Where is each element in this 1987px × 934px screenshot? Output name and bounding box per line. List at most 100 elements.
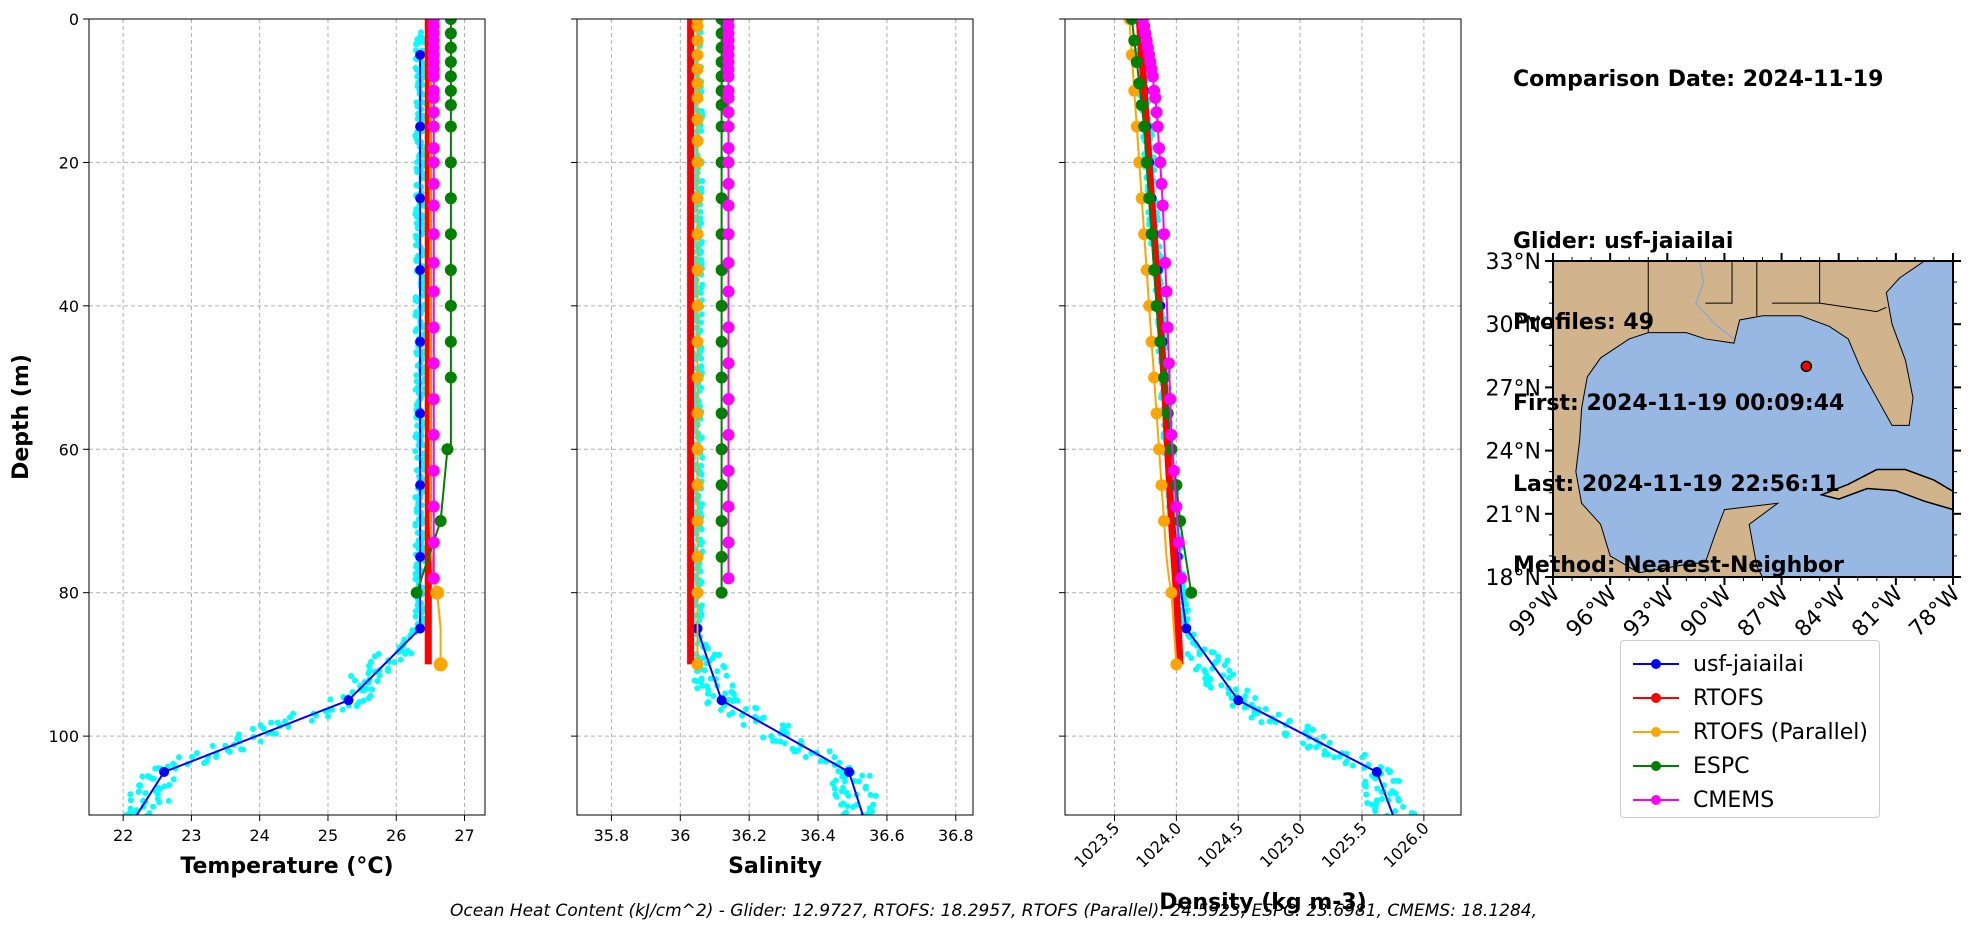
legend-espc-swatch <box>1633 761 1679 771</box>
legend-rtofs-parallel-swatch <box>1633 727 1679 737</box>
glider-sample-point <box>723 672 730 679</box>
x-tick-label: 36.6 <box>869 826 905 845</box>
legend-label-rtofs: RTOFS <box>1693 685 1764 711</box>
glider-sample-point <box>374 677 381 684</box>
series-marker <box>1125 19 1138 25</box>
series-cmems <box>722 19 735 585</box>
first-time: First: 2024-11-19 00:09:44 <box>1513 391 1845 416</box>
x-tick-label: 26 <box>386 826 406 845</box>
glider-sample-point <box>729 698 736 705</box>
glider-sample-point <box>397 656 404 663</box>
glider-sample-point <box>413 378 420 385</box>
series-marker <box>722 357 735 370</box>
glider-sample-point <box>705 690 712 697</box>
glider-sample-point <box>1196 651 1203 658</box>
glider-sample-point <box>760 734 767 741</box>
x-tick-label: 36.4 <box>800 826 836 845</box>
glider-sample-point <box>1283 730 1290 737</box>
series-marker <box>1174 514 1187 527</box>
glider-sample-point <box>356 699 363 706</box>
x-tick-label: 22 <box>113 826 133 845</box>
series-marker <box>1146 70 1159 83</box>
glider-sample-point <box>699 454 706 461</box>
glider-sample-point <box>1228 695 1235 702</box>
y-tick-label: 20 <box>59 153 79 172</box>
series-marker <box>427 199 440 212</box>
glider-sample-point <box>365 670 372 677</box>
series-marker <box>691 228 704 241</box>
glider-sample-point <box>286 714 293 721</box>
glider-sample-point <box>726 711 733 718</box>
series-marker <box>1170 479 1183 492</box>
glider-sample-point <box>327 696 334 703</box>
lat-label: 24°N <box>1486 440 1541 465</box>
glider-sample-point <box>743 706 750 713</box>
legend-glider-swatch <box>1633 659 1679 669</box>
glider-sample-point <box>1325 751 1332 758</box>
glider-name: Glider: usf-jaiailai <box>1513 229 1734 254</box>
series-marker <box>444 99 457 112</box>
glider-sample-point <box>127 808 134 815</box>
glider-sample-point <box>698 248 705 255</box>
glider-sample-point <box>412 433 419 440</box>
series-marker <box>1148 263 1161 276</box>
glider-sample-point <box>831 754 838 761</box>
glider-sample-point <box>282 718 289 725</box>
profile-count: Profiles: 49 <box>1513 310 1655 335</box>
series-marker <box>343 695 354 706</box>
x-tick-label: 36.2 <box>731 826 767 845</box>
series-marker <box>1151 120 1164 133</box>
series-marker <box>691 263 704 276</box>
series-marker <box>444 299 457 312</box>
glider-profile-scatter <box>1134 30 1418 815</box>
y-tick-label: 60 <box>59 440 79 459</box>
glider-sample-point <box>402 650 409 657</box>
series-marker <box>715 299 728 312</box>
glider-sample-point <box>704 700 711 707</box>
glider-sample-point <box>412 522 419 529</box>
series-marker <box>722 70 735 83</box>
plot-area <box>687 19 879 815</box>
legend: usf-jaiailai RTOFS RTOFS (Parallel) ESPC… <box>1620 640 1880 818</box>
glider-sample-point <box>1184 650 1191 657</box>
series-marker <box>427 393 440 406</box>
glider-sample-point <box>409 627 416 634</box>
legend-label-espc: ESPC <box>1693 753 1750 779</box>
x-tick-label: 24 <box>250 826 270 845</box>
series-marker <box>427 142 440 155</box>
x-tick-label: 1025.5 <box>1318 818 1371 871</box>
glider-sample-point <box>142 790 149 797</box>
lat-label: 21°N <box>1486 503 1541 528</box>
glider-sample-point <box>697 289 704 296</box>
series-marker <box>1133 77 1146 90</box>
glider-sample-point <box>285 723 292 730</box>
series-marker <box>427 70 440 83</box>
series-marker <box>722 199 735 212</box>
series-marker <box>415 408 426 419</box>
series-marker <box>715 443 728 456</box>
glider-sample-point <box>1229 702 1236 709</box>
glider-sample-point <box>1390 778 1397 785</box>
series-marker <box>715 586 728 599</box>
glider-sample-point <box>414 454 421 461</box>
info-panel: Comparison Date: 2024-11-19 Glider: usf-… <box>1513 12 1883 606</box>
glider-sample-point <box>391 659 398 666</box>
glider-sample-point <box>419 462 426 469</box>
glider-sample-point <box>348 672 355 679</box>
glider-sample-point <box>1241 704 1248 711</box>
legend-item-rtofs: RTOFS <box>1631 681 1764 715</box>
series-marker <box>1148 371 1161 384</box>
glider-sample-point <box>836 759 843 766</box>
x-axis-label: Temperature (°C) <box>180 854 393 879</box>
series-marker <box>716 695 727 706</box>
glider-sample-point <box>707 675 714 682</box>
glider-sample-point <box>166 781 173 788</box>
glider-sample-point <box>1363 791 1370 798</box>
glider-sample-point <box>721 664 728 671</box>
series-marker <box>1172 536 1185 549</box>
glider-sample-point <box>1364 800 1371 807</box>
glider-sample-point <box>791 748 798 755</box>
x-tick-label: 23 <box>181 826 201 845</box>
series-marker <box>1128 34 1141 47</box>
series-line <box>1140 54 1394 815</box>
